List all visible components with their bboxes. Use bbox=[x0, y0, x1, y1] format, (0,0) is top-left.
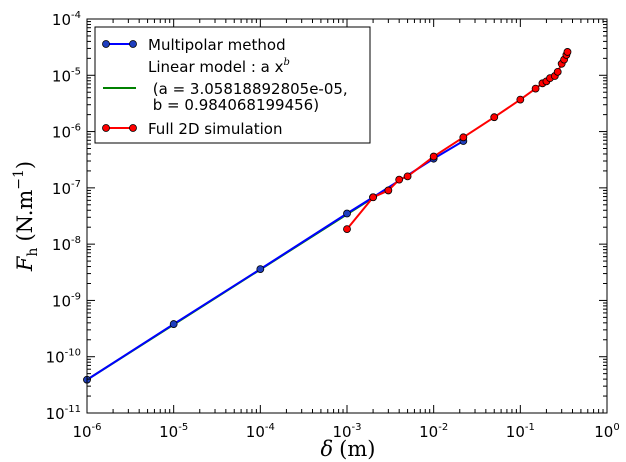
legend-marker-full2d-b bbox=[129, 124, 137, 132]
legend: Multipolar method Linear model : a xb (a… bbox=[94, 26, 371, 144]
x-tick-label: 10-5 bbox=[159, 422, 188, 441]
y-axis-label-unit: (N.m bbox=[13, 190, 37, 242]
y-tick-label: 10-8 bbox=[52, 235, 81, 254]
data-point-full2d bbox=[563, 48, 572, 56]
data-point-multipolar bbox=[343, 209, 351, 218]
x-tick-label: 100 bbox=[594, 422, 619, 441]
legend-label-multipolar: Multipolar method bbox=[148, 36, 286, 54]
x-axis-label: δ (m) bbox=[321, 437, 376, 461]
y-tick-label: 10-5 bbox=[52, 66, 81, 85]
data-point-full2d bbox=[490, 113, 499, 122]
data-point-full2d bbox=[531, 84, 540, 93]
y-axis-label-main: F bbox=[13, 255, 37, 272]
legend-label-linear-sup: b bbox=[284, 57, 290, 68]
y-axis-label-close: ) bbox=[13, 161, 37, 169]
series-layer bbox=[83, 48, 572, 384]
legend-marker-multipolar-a bbox=[102, 40, 110, 48]
svg-text:Fh(N.m−1): Fh (N.m−1) bbox=[11, 161, 41, 272]
x-tick-label: 10-6 bbox=[72, 422, 101, 441]
legend-label-linear-line2: (a = 3.05818892805e-05, bbox=[148, 80, 348, 98]
legend-label-full2d: Full 2D simulation bbox=[148, 120, 282, 138]
data-point-full2d bbox=[429, 152, 438, 161]
y-axis-label-exp: −1 bbox=[11, 169, 27, 190]
x-tick-label: 10-2 bbox=[419, 422, 448, 441]
y-axis-label-sub: h bbox=[25, 248, 41, 257]
y-tick-label: 10-4 bbox=[52, 10, 81, 29]
y-tick-label: 10-11 bbox=[46, 404, 81, 423]
data-point-full2d bbox=[369, 193, 377, 202]
data-point-multipolar bbox=[169, 320, 178, 328]
y-tick-label: 10-9 bbox=[52, 291, 81, 310]
data-point-multipolar bbox=[256, 265, 265, 274]
y-tick-label: 10-10 bbox=[46, 348, 81, 367]
y-axis-label: Fh (N.m−1) bbox=[11, 161, 41, 272]
x-axis-label-main: δ bbox=[321, 437, 334, 461]
legend-label-linear: Linear model : a xb bbox=[148, 57, 290, 76]
data-point-full2d bbox=[384, 186, 393, 195]
x-axis-label-unit: (m) bbox=[339, 437, 375, 461]
legend-box bbox=[94, 26, 371, 144]
y-tick-label: 10-7 bbox=[52, 179, 81, 198]
data-point-full2d bbox=[395, 175, 404, 184]
ticks-layer: 10-6 10-5 10-4 10-3 10-2 10-1 100 10-11 10-10 10-… bbox=[46, 10, 620, 441]
legend-marker-full2d-a bbox=[102, 124, 110, 132]
data-point-full2d bbox=[343, 225, 351, 234]
data-point-full2d bbox=[403, 172, 412, 181]
x-tick-label: 10-1 bbox=[506, 422, 535, 441]
data-point-full2d bbox=[516, 95, 525, 104]
data-point-full2d bbox=[459, 133, 468, 142]
legend-label-linear-line3: b = 0.984068199456) bbox=[148, 96, 319, 114]
y-tick-label: 10-6 bbox=[52, 123, 81, 142]
x-tick-label: 10-4 bbox=[246, 422, 275, 441]
x-tick-label: 10-3 bbox=[332, 422, 361, 441]
legend-marker-multipolar-b bbox=[129, 40, 137, 48]
legend-label-linear-line1: Linear model : a x bbox=[148, 58, 284, 76]
data-point-full2d bbox=[553, 67, 562, 76]
